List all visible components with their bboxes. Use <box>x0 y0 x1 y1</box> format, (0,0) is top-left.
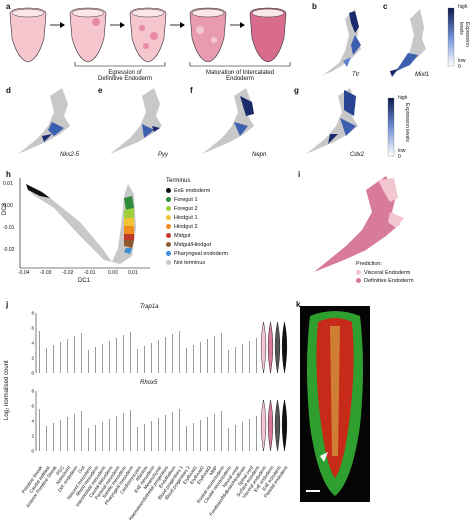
j-ylabel: Log₂ normalised count <box>4 360 10 420</box>
panel-h-diffusion-plot <box>19 178 150 269</box>
h-ytick-2: -0.01 <box>3 225 15 231</box>
h-ytick-3: -0.02 <box>3 247 15 253</box>
scale-zero-mid: 0 <box>398 154 401 160</box>
maturation-label: Maturation of Intercalated Endoderm <box>205 70 275 82</box>
legend-item: Midgut/Hindgut <box>166 242 228 251</box>
h-xtick-2: -0.02 <box>62 270 74 276</box>
h-ytick-0: 0.01 <box>3 181 13 187</box>
violin-ytick: 0 <box>31 449 34 454</box>
h-ylabel: DC2 <box>2 202 8 215</box>
h-xtick-0: -0.04 <box>18 270 30 276</box>
panel-letter-c: c <box>383 2 388 11</box>
violin-ytick: 2 <box>31 434 34 439</box>
panel-letter-k: k <box>296 300 301 309</box>
panel-letter-e: e <box>98 86 103 95</box>
panel-letter-g: g <box>294 86 299 95</box>
scale-low-top: low <box>458 58 466 64</box>
scale-high-top: high <box>458 4 468 10</box>
panel-k-embryo-image <box>300 306 370 502</box>
violin <box>281 399 288 452</box>
j-category-labels: Primitive Streak Caudal epiblast Anterior … <box>21 465 292 525</box>
legend-item: Foregut 1 <box>166 197 228 206</box>
i-prediction-title: Prediction: <box>356 261 382 267</box>
umap-b <box>323 9 361 75</box>
violin <box>281 321 288 374</box>
h-xtick-5: 0.01 <box>128 270 138 276</box>
gene-label-c: Mixl1 <box>415 72 430 78</box>
expression-colorbar-top <box>447 7 455 67</box>
violin <box>260 321 267 374</box>
h-ytick-1: 0.00 <box>3 203 13 209</box>
violin-ytick: 6 <box>31 326 34 331</box>
umap-c <box>388 9 426 77</box>
violin-ytick: 6 <box>31 404 34 409</box>
legend-item: Hindgut 1 <box>166 215 228 224</box>
panel-letter-b: b <box>312 2 317 11</box>
egression-label: Egression of Definitive Endoderm <box>97 70 153 82</box>
gene-label-b: Ttr <box>352 72 360 78</box>
legend-item: Midgut <box>166 233 228 242</box>
panel-letter-j: j <box>6 300 9 309</box>
h-xtick-3: -0.01 <box>84 270 96 276</box>
panel-j-violins: 0 2 4 6 8 0 2 4 6 8 <box>31 311 288 454</box>
umap-f <box>202 88 254 154</box>
violin-ytick: 8 <box>31 389 34 394</box>
legend-item: Pharyngeal endoderm <box>166 251 228 260</box>
violin-ytick: 0 <box>31 371 34 376</box>
gene-label-e: Pyy <box>158 152 169 158</box>
scale-high-mid: high <box>398 95 408 101</box>
panel-letter-i: i <box>298 170 301 179</box>
violin-ytick: 4 <box>31 419 34 424</box>
umap-g <box>306 88 358 154</box>
panel-a-heart-schematics <box>9 7 291 67</box>
scale-title-mid: Expression levels <box>404 103 410 142</box>
umap-d <box>18 88 70 154</box>
violin <box>267 399 274 452</box>
i-definitive: Definitive Endoderm <box>356 278 414 284</box>
panel-letter-h: h <box>6 170 11 179</box>
panel-letter-f: f <box>190 86 193 95</box>
legend-item: Hindgut 2 <box>166 224 228 233</box>
scale-zero-top: 0 <box>458 64 461 70</box>
j-gene-top: Trap1a <box>140 304 159 310</box>
panel-letter-a: a <box>6 2 11 11</box>
violin-ytick: 4 <box>31 341 34 346</box>
j-gene-bottom: Rhox5 <box>140 380 158 386</box>
h-legend-title: Terminus <box>166 178 191 184</box>
violin <box>267 321 274 374</box>
h-xtick-1: -0.03 <box>40 270 52 276</box>
i-visceral: Visceral Endoderm <box>356 270 410 276</box>
scale-title-top: Expression levels <box>458 22 470 47</box>
h-legend: ExE endoderm Foregut 1 Foregut 2 Hindgut… <box>166 188 228 269</box>
legend-item: ExE endoderm <box>166 188 228 197</box>
scale-low-mid: low <box>398 148 406 154</box>
umap-e <box>110 88 162 154</box>
h-xlabel: DC1 <box>78 278 91 284</box>
panel-i-umap <box>314 176 404 272</box>
violin-ytick: 8 <box>31 311 34 316</box>
gene-label-g: Cdx2 <box>350 152 365 158</box>
h-xtick-4: 0.00 <box>108 270 118 276</box>
legend-item: Foregut 2 <box>166 206 228 215</box>
expression-colorbar-mid <box>387 97 395 157</box>
violin <box>274 321 281 374</box>
violin-ytick: 2 <box>31 356 34 361</box>
violin <box>260 399 267 452</box>
legend-item: Not terminus <box>166 260 228 269</box>
panel-letter-d: d <box>6 86 11 95</box>
gene-label-f: Nepn <box>252 152 267 158</box>
violin <box>274 399 281 452</box>
gene-label-d: Nkx2-5 <box>60 152 80 158</box>
